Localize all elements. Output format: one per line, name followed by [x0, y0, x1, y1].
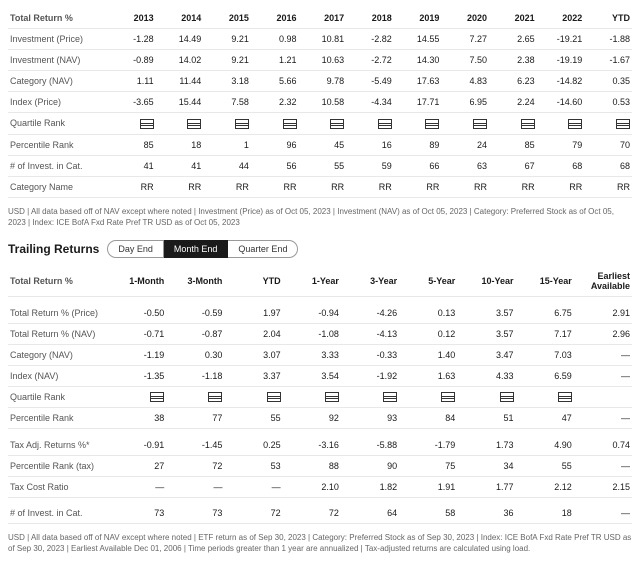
quartile-icon	[325, 392, 339, 402]
table-row: Percentile Rank851819645168924857970	[8, 134, 632, 155]
quartile-icon	[235, 119, 249, 129]
trailing-title: Trailing Returns	[8, 242, 99, 256]
period-pills: Day End Month End Quarter End	[107, 240, 298, 258]
pill-day-end[interactable]: Day End	[107, 240, 164, 258]
table-row: Investment (Price)-1.2814.499.210.9810.8…	[8, 29, 632, 50]
table-row: Total Return % (Price)-0.50-0.591.97-0.9…	[8, 303, 632, 324]
quartile-icon	[425, 119, 439, 129]
table-row: # of Invest. in Cat.41414456555966636768…	[8, 155, 632, 176]
table-row: Total Return % (NAV)-0.71-0.872.04-1.08-…	[8, 323, 632, 344]
quartile-icon	[558, 392, 572, 402]
quartile-icon	[150, 392, 164, 402]
quartile-icon	[473, 119, 487, 129]
table-row: Percentile Rank (tax)2772538890753455—	[8, 455, 632, 476]
footnote-annual: USD | All data based off of NAV except w…	[8, 206, 632, 228]
quartile-icon	[378, 119, 392, 129]
table-row: Index (NAV)-1.35-1.183.373.54-1.921.634.…	[8, 365, 632, 386]
table-row: # of Invest. in Cat.7373727264583618—	[8, 503, 632, 524]
table-row: Index (Price)-3.6515.447.582.3210.58-4.3…	[8, 92, 632, 113]
quartile-icon	[283, 119, 297, 129]
table-row: Percentile Rank3877559293845147—	[8, 408, 632, 429]
table-row: Investment (NAV)-0.8914.029.211.2110.63-…	[8, 50, 632, 71]
table-row: Tax Cost Ratio———2.101.821.911.772.122.1…	[8, 476, 632, 497]
quartile-icon	[568, 119, 582, 129]
quartile-icon	[187, 119, 201, 129]
annual-returns-table: Total Return %20132014201520162017201820…	[8, 8, 632, 198]
quartile-icon	[267, 392, 281, 402]
table-row: Category NameRRRRRRRRRRRRRRRRRRRRRR	[8, 176, 632, 197]
quartile-icon	[441, 392, 455, 402]
quartile-icon	[208, 392, 222, 402]
quartile-icon	[500, 392, 514, 402]
quartile-icon	[383, 392, 397, 402]
quartile-icon	[140, 119, 154, 129]
trailing-section-header: Trailing Returns Day End Month End Quart…	[8, 240, 632, 258]
table-row: Category (NAV)1.1111.443.185.669.78-5.49…	[8, 71, 632, 92]
quartile-icon	[616, 119, 630, 129]
quartile-icon	[521, 119, 535, 129]
trailing-returns-table: Total Return %1-Month3-MonthYTD1-Year3-Y…	[8, 266, 632, 524]
table-row: Category (NAV)-1.190.303.073.33-0.331.40…	[8, 344, 632, 365]
table-row: Quartile Rank	[8, 386, 632, 408]
quartile-icon	[330, 119, 344, 129]
footnote-trailing: USD | All data based off of NAV except w…	[8, 532, 632, 554]
table-row: Tax Adj. Returns %*-0.91-1.450.25-3.16-5…	[8, 435, 632, 456]
pill-month-end[interactable]: Month End	[164, 240, 229, 258]
table-row: Quartile Rank	[8, 113, 632, 135]
pill-quarter-end[interactable]: Quarter End	[228, 240, 298, 258]
